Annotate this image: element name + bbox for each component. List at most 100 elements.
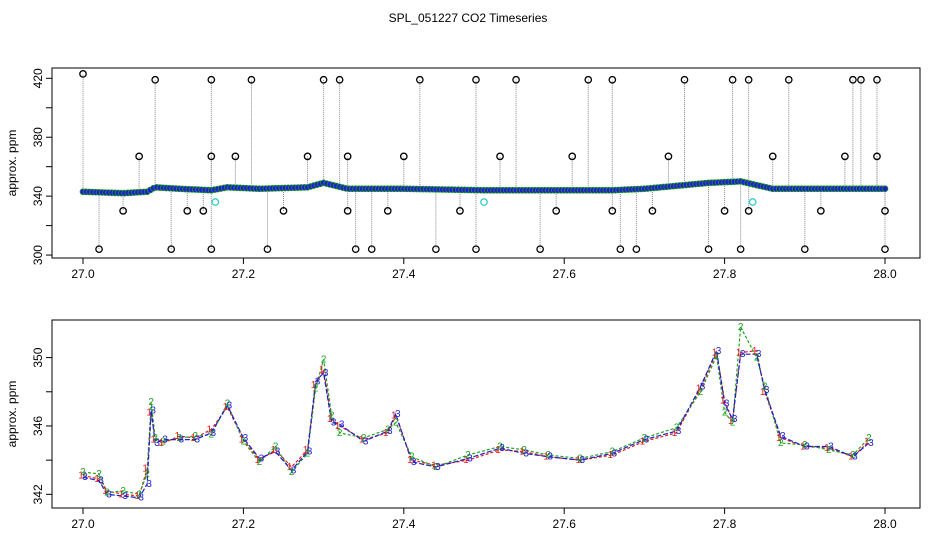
series-2-marker: 2 — [850, 450, 856, 461]
series-3-marker: 3 — [122, 491, 128, 502]
x-tick-label: 28.0 — [873, 517, 897, 531]
series-2-marker: 2 — [152, 433, 158, 444]
outlier-point — [231, 152, 240, 161]
series-3-marker: 3 — [150, 406, 156, 417]
series-1-marker: 1 — [864, 436, 870, 447]
outlier-point — [873, 152, 881, 161]
y-tick-label: 340 — [31, 186, 45, 206]
series-1-marker: 1 — [359, 435, 365, 446]
series-3-marker: 3 — [716, 346, 722, 357]
series-2-marker: 2 — [385, 424, 391, 435]
y-tick-label: 350 — [31, 347, 45, 367]
series-1-marker: 1 — [78, 471, 84, 482]
series-1-marker: 1 — [752, 346, 758, 357]
series-1-marker: 1 — [303, 445, 309, 456]
series-1-marker: 1 — [463, 455, 469, 466]
outlier-point — [857, 75, 865, 84]
series-3-marker: 3 — [106, 489, 112, 500]
outlier-point — [119, 207, 127, 215]
series-2-marker: 2 — [409, 452, 415, 463]
series-2-marker: 2 — [160, 436, 166, 447]
y-tick-label: 420 — [31, 68, 45, 88]
series-3-marker: 3 — [612, 448, 618, 459]
y-axis-label: approx. ppm — [5, 381, 19, 448]
series-1-marker: 1 — [134, 491, 140, 502]
outlier-point — [664, 152, 673, 161]
outlier-point — [632, 245, 641, 254]
series-3-marker: 3 — [323, 368, 329, 379]
outlier-point — [849, 75, 857, 84]
outlier-point — [207, 245, 216, 254]
series-3-marker: 3 — [868, 438, 874, 449]
series-2-marker: 2 — [329, 411, 335, 422]
outlier-point — [881, 245, 889, 254]
flag-point — [748, 198, 757, 206]
series-1-marker: 1 — [239, 435, 245, 446]
series-3-marker: 3 — [387, 426, 393, 437]
x-tick-label: 27.2 — [232, 517, 256, 531]
series-1-marker: 1 — [335, 421, 341, 432]
series-3-marker: 3 — [227, 400, 233, 411]
series-1-marker: 1 — [287, 462, 293, 473]
outlier-point — [816, 207, 825, 215]
outlier-point — [841, 152, 849, 161]
outlier-point — [279, 207, 288, 215]
series-3-marker: 3 — [499, 443, 505, 454]
series-2-marker: 2 — [241, 436, 247, 447]
outlier-point — [784, 75, 793, 84]
series-2-marker: 2 — [144, 469, 150, 480]
series-2-marker: 2 — [465, 450, 471, 461]
outlier-point — [135, 152, 143, 161]
series-1-marker: 1 — [495, 445, 501, 456]
series-2-marker: 2 — [273, 441, 279, 452]
series-3-marker: 3 — [243, 433, 249, 444]
outlier-point — [768, 152, 777, 161]
series-2-marker: 2 — [545, 450, 551, 461]
series-1-marker: 1 — [391, 411, 397, 422]
series-2-marker: 2 — [674, 423, 680, 434]
series-3-marker: 3 — [395, 409, 401, 420]
outlier-point — [680, 75, 689, 84]
figure-title: SPL_051227 CO2 Timeseries — [389, 11, 548, 25]
bottom-panel: 27.0 27.2 27.4 27.6 27.8 28.0 342 346 350 approx.… — [5, 319, 921, 531]
series-3-marker: 3 — [764, 385, 770, 396]
x-tick-label: 27.8 — [713, 517, 737, 531]
series-2-marker: 2 — [209, 430, 215, 441]
series-1-line — [82, 350, 870, 497]
outlier-point — [881, 207, 889, 215]
outlier-point — [343, 207, 352, 215]
series-3-marker: 3 — [162, 435, 168, 446]
series-1-marker: 1 — [207, 424, 213, 435]
outlier-point — [584, 75, 593, 84]
series-1-marker: 1 — [431, 460, 437, 471]
series-2-marker: 2 — [192, 431, 198, 442]
series-3-marker: 3 — [732, 414, 738, 425]
series-3-marker: 3 — [138, 493, 144, 504]
series-3-marker: 3 — [547, 452, 553, 463]
series-3-marker: 3 — [291, 465, 297, 476]
outlier-point — [383, 207, 392, 215]
series-2-marker: 2 — [313, 383, 319, 394]
series-2-marker: 2 — [337, 428, 343, 439]
outlier-point — [744, 207, 753, 215]
outlier-point — [456, 207, 464, 215]
outlier-point — [79, 70, 87, 78]
outlier-point — [568, 152, 577, 161]
series-2-marker: 2 — [104, 488, 110, 499]
series-1-marker: 1 — [319, 365, 325, 376]
series-3-marker: 3 — [194, 435, 200, 446]
series-1-marker: 1 — [696, 383, 702, 394]
series-1-marker: 1 — [608, 450, 614, 461]
series-3-marker: 3 — [724, 399, 730, 410]
series-2-marker: 2 — [826, 445, 832, 456]
x-tick-label: 27.8 — [713, 267, 737, 281]
series-2-marker: 2 — [225, 399, 231, 410]
series-3-marker: 3 — [82, 472, 88, 483]
series-3-marker: 3 — [307, 447, 313, 458]
outlier-point — [608, 207, 617, 215]
series-1-marker: 1 — [158, 438, 164, 449]
series-1-marker: 1 — [383, 428, 389, 439]
series-2-marker: 2 — [778, 438, 784, 449]
series-3-marker: 3 — [363, 436, 369, 447]
y-tick-label: 380 — [31, 127, 45, 147]
